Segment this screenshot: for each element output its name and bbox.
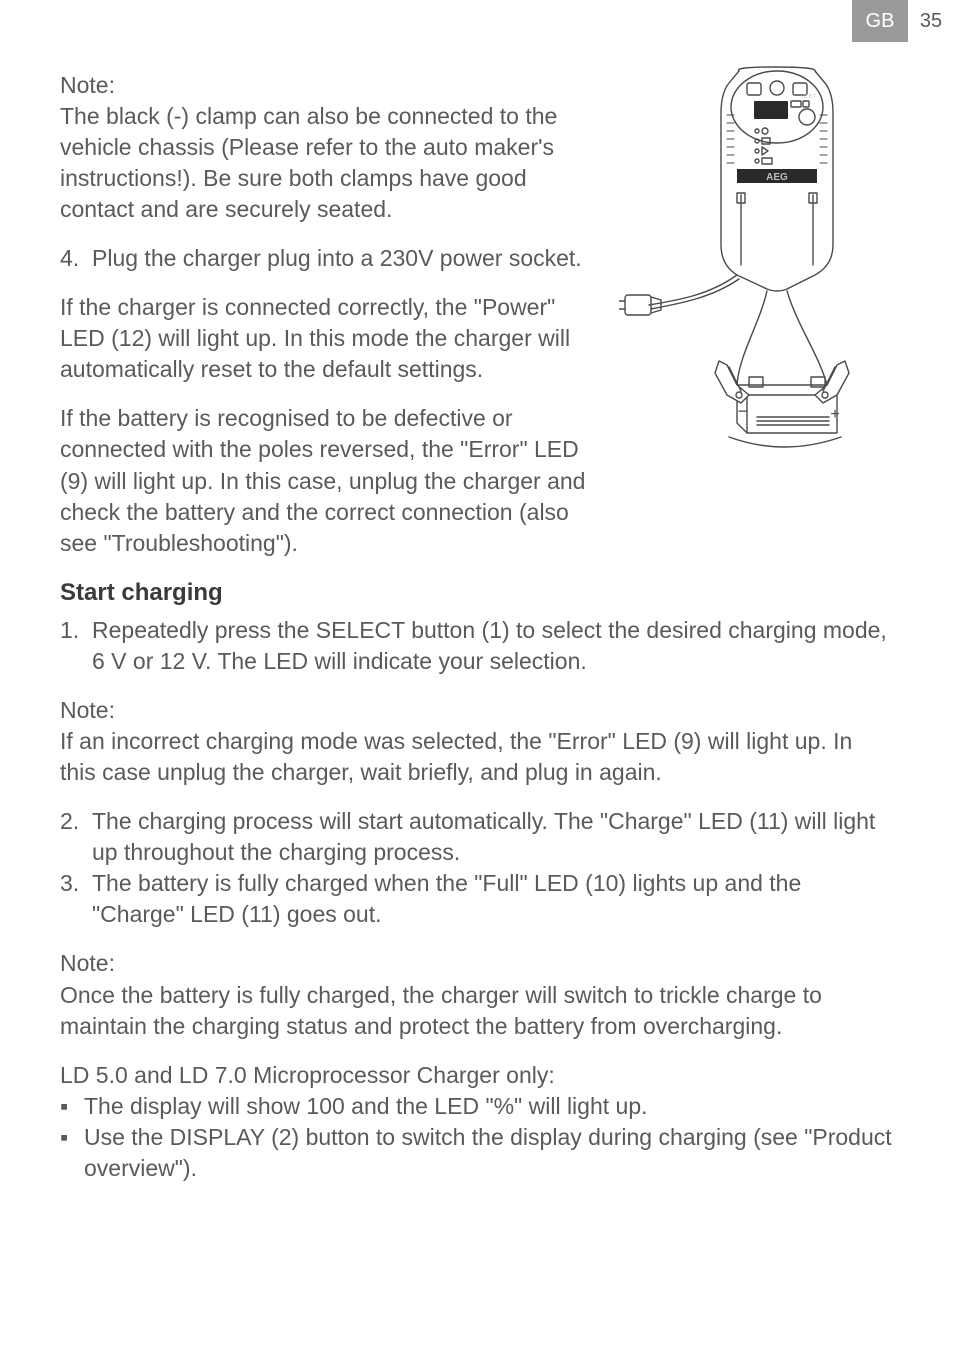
- start-step-1: 1. Repeatedly press the SELECT button (1…: [60, 615, 894, 677]
- list-item: 4. Plug the charger plug into a 230V pow…: [60, 243, 600, 274]
- page-number: 35: [908, 0, 954, 42]
- step-4-list: 4. Plug the charger plug into a 230V pow…: [60, 243, 600, 274]
- bullet-icon: ▪: [60, 1122, 84, 1184]
- ld-label: LD 8.7: [801, 94, 816, 100]
- country-code: GB: [852, 0, 908, 42]
- note-2: Note: If an incorrect charging mode was …: [60, 695, 894, 788]
- ld-bullets: ▪ The display will show 100 and the LED …: [60, 1091, 894, 1184]
- list-item: 2. The charging process will start autom…: [60, 806, 894, 868]
- note-3: Note: Once the battery is fully charged,…: [60, 948, 894, 1041]
- step-number: 3.: [60, 868, 92, 930]
- minus-label: −: [738, 401, 749, 421]
- paragraph: If the charger is connected correctly, t…: [60, 292, 600, 385]
- step-number: 2.: [60, 806, 92, 868]
- start-steps-2-3: 2. The charging process will start autom…: [60, 806, 894, 930]
- step-text: The battery is fully charged when the "F…: [92, 868, 894, 930]
- note-label: Note:: [60, 695, 894, 726]
- step-text: The charging process will start automati…: [92, 806, 894, 868]
- step-text: Plug the charger plug into a 230V power …: [92, 243, 582, 274]
- list-item: ▪ Use the DISPLAY (2) button to switch t…: [60, 1122, 894, 1184]
- note-body: Once the battery is fully charged, the c…: [60, 980, 894, 1042]
- bullet-icon: ▪: [60, 1091, 84, 1122]
- note-body: If an incorrect charging mode was select…: [60, 726, 894, 788]
- note-1: Note: The black (-) clamp can also be co…: [60, 70, 600, 225]
- note-label: Note:: [60, 70, 600, 101]
- bullet-text: The display will show 100 and the LED "%…: [84, 1091, 648, 1122]
- page-tab: GB 35: [852, 0, 954, 42]
- list-item: 1. Repeatedly press the SELECT button (1…: [60, 615, 894, 677]
- start-charging-heading: Start charging: [60, 577, 894, 609]
- bullet-text: Use the DISPLAY (2) button to switch the…: [84, 1122, 894, 1184]
- ld-line: LD 5.0 and LD 7.0 Microprocessor Charger…: [60, 1060, 894, 1091]
- charger-diagram: AEG LD 8.7 − +: [619, 65, 899, 455]
- step-number: 1.: [60, 615, 92, 677]
- aeg-label: AEG: [766, 172, 788, 183]
- list-item: ▪ The display will show 100 and the LED …: [60, 1091, 894, 1122]
- note-label: Note:: [60, 948, 894, 979]
- step-text: Repeatedly press the SELECT button (1) t…: [92, 615, 894, 677]
- plus-label: +: [830, 406, 839, 423]
- paragraph: If the battery is recognised to be defec…: [60, 403, 600, 558]
- list-item: 3. The battery is fully charged when the…: [60, 868, 894, 930]
- note-body: The black (-) clamp can also be connecte…: [60, 101, 600, 225]
- step-number: 4.: [60, 243, 92, 274]
